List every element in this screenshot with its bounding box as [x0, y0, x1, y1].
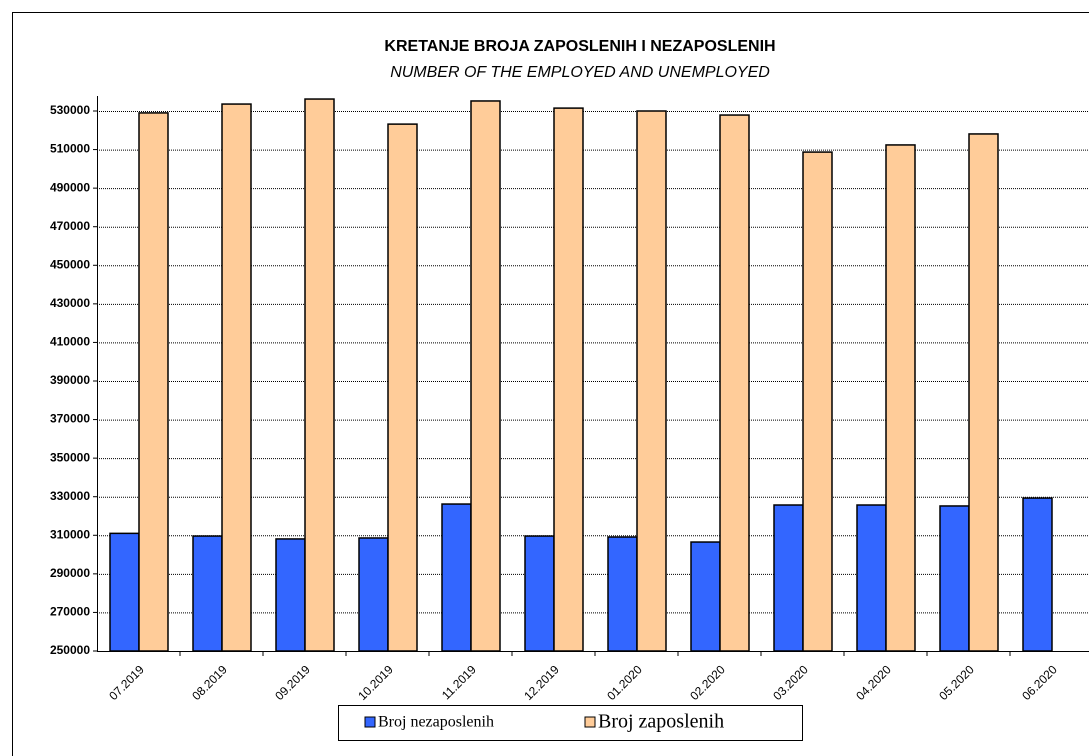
- y-tick-label: 270000: [50, 605, 90, 619]
- bar: [607, 536, 638, 652]
- bar: [524, 535, 555, 652]
- bar: [885, 144, 916, 652]
- bar: [553, 107, 584, 652]
- legend: [338, 705, 803, 741]
- bar: [109, 532, 140, 652]
- y-tick-label: 430000: [50, 296, 90, 310]
- bar: [192, 535, 223, 652]
- y-tick-label: 350000: [50, 450, 90, 464]
- y-tick-label: 330000: [50, 489, 90, 503]
- legend-label: Broj nezaposlenih: [378, 714, 494, 731]
- legend-swatch: [584, 716, 596, 728]
- y-tick-label: 250000: [50, 643, 90, 657]
- bar: [441, 503, 472, 652]
- y-tick-label: 510000: [50, 142, 90, 156]
- bar: [138, 112, 169, 652]
- bar: [470, 100, 501, 652]
- bar: [773, 504, 804, 652]
- bar: [690, 541, 721, 652]
- bar: [221, 103, 252, 652]
- bar: [1022, 497, 1053, 652]
- y-tick-label: 490000: [50, 180, 90, 194]
- bar: [304, 98, 335, 652]
- bar: [636, 110, 667, 652]
- y-tick-label: 370000: [50, 412, 90, 426]
- legend-label: Broj zaposlenih: [598, 711, 724, 733]
- y-tick-label: 470000: [50, 219, 90, 233]
- bar: [719, 114, 750, 652]
- bar: [358, 537, 389, 652]
- bar: [275, 538, 306, 652]
- bar: [802, 151, 833, 652]
- y-tick-label: 310000: [50, 527, 90, 541]
- y-tick-label: 410000: [50, 335, 90, 349]
- chart-subtitle: NUMBER OF THE EMPLOYED AND UNEMPLOYED: [390, 64, 770, 81]
- y-tick-label: 290000: [50, 566, 90, 580]
- bar: [968, 133, 999, 652]
- y-tick-label: 530000: [50, 103, 90, 117]
- y-tick-label: 390000: [50, 373, 90, 387]
- y-tick-label: 450000: [50, 257, 90, 271]
- bar: [387, 123, 418, 652]
- bar: [856, 504, 887, 652]
- bar: [939, 505, 970, 652]
- chart-title: KRETANJE BROJA ZAPOSLENIH I NEZAPOSLENIH: [384, 38, 775, 55]
- legend-swatch: [364, 716, 376, 728]
